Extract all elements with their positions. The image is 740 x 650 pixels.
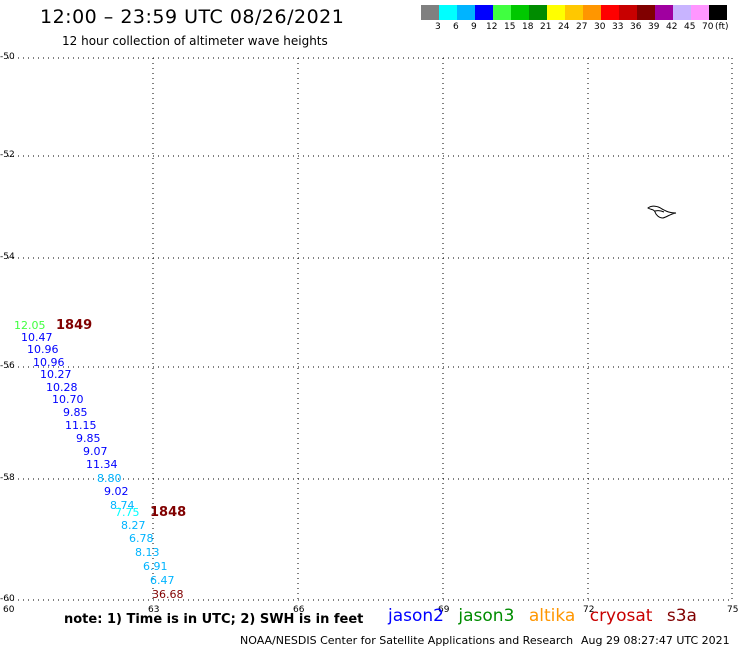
satellite-name: jason3 [458,606,515,626]
color-swatch [475,5,493,20]
observation-label: 8.74 [110,499,135,512]
observation-label: 10.96 [27,343,59,356]
satellite-name: cryosat [589,606,653,626]
x-axis-label: 69 [438,605,450,615]
observation-label: 9.07 [83,445,108,458]
color-scale-label: (ft) [715,22,729,32]
footer-credit: NOAA/NESDIS Center for Satellite Applica… [240,634,574,647]
observation-label: 9.85 [63,406,88,419]
observation-label: 8.80 [97,472,122,485]
observation-label: 9.85 [76,432,101,445]
color-swatch [619,5,637,20]
observation-label: 7.75 [115,506,140,519]
color-scale-label: 12 [486,22,498,32]
color-swatch [691,5,709,20]
color-scale-label: 33 [612,22,624,32]
y-axis-label: -56 [0,361,15,371]
observation-label: 11.34 [86,458,118,471]
time-label: 1848 [150,505,187,520]
color-scale-labels: 3 6 9 12 15 18 21 24 27 30 33 36 39 42 45 70 (ft) [421,22,740,34]
observation-label: 12.05 [14,319,46,332]
satellite-name: jason2 [388,606,444,626]
observation-label: 36.68 [152,588,184,601]
observation-label: 10.28 [46,381,78,394]
observation-label: 6.78 [129,532,154,545]
color-scale-label: 24 [558,22,570,32]
color-scale-label: 27 [576,22,588,32]
color-swatch [583,5,601,20]
y-axis-label: -52 [0,150,15,160]
color-scale-label: 39 [648,22,660,32]
color-swatch [529,5,547,20]
color-swatch [547,5,565,20]
x-axis-label: 66 [293,605,305,615]
observation-label: 9.02 [104,485,129,498]
color-scale-label: 42 [666,22,678,32]
footer-timestamp: Aug 29 08:27:47 UTC 2021 [581,634,730,647]
color-scale-label: 21 [540,22,552,32]
observation-label: 11.15 [65,419,97,432]
observation-label: 8.13 [135,546,160,559]
color-swatch [511,5,529,20]
satellite-name: s3a [666,606,697,626]
color-scale-label: 30 [594,22,606,32]
color-swatch [565,5,583,20]
x-axis-label: 72 [583,605,595,615]
page-title: 12:00 – 23:59 UTC 08/26/2021 [40,6,345,28]
color-scale-label: 6 [453,22,459,32]
observation-label: 8.27 [121,519,146,532]
color-scale-label: 9 [471,22,477,32]
y-axis-label: -58 [0,473,15,483]
color-swatch [655,5,673,20]
color-scale-label: 70 [702,22,714,32]
observation-label: 10.96 [33,356,65,369]
color-scale-label: 3 [435,22,441,32]
color-scale-label: 36 [630,22,642,32]
y-axis-label: -54 [0,252,15,262]
satellite-name: altika [528,606,576,626]
observation-label: 6.91 [143,560,168,573]
color-swatch [601,5,619,20]
page-subtitle: 12 hour collection of altimeter wave hei… [62,34,328,48]
observation-label: 10.47 [21,331,53,344]
color-scale-label: 45 [684,22,696,32]
color-scale-label: 15 [504,22,516,32]
time-label: 1849 [56,318,93,333]
color-swatch [439,5,457,20]
color-swatch [457,5,475,20]
observation-label: 6.47 [150,574,175,587]
footer-note: note: 1) Time is in UTC; 2) SWH is in fe… [64,612,364,627]
island-outline [647,205,677,219]
satellite-legend: jason2 jason3 altika cryosat s3a [388,606,706,626]
x-axis-label: 75 [727,605,739,615]
x-axis-label: 60 [3,605,15,615]
x-axis-label: 63 [148,605,160,615]
y-axis-label: -60 [0,594,15,604]
color-swatch [673,5,691,20]
color-swatch [637,5,655,20]
color-swatch [421,5,439,20]
color-scale-label: 18 [522,22,534,32]
color-scale [421,5,727,20]
observation-label: 10.27 [40,368,72,381]
color-swatch [709,5,727,20]
observation-label: 10.70 [52,393,84,406]
color-swatch [493,5,511,20]
y-axis-label: -50 [0,52,15,62]
